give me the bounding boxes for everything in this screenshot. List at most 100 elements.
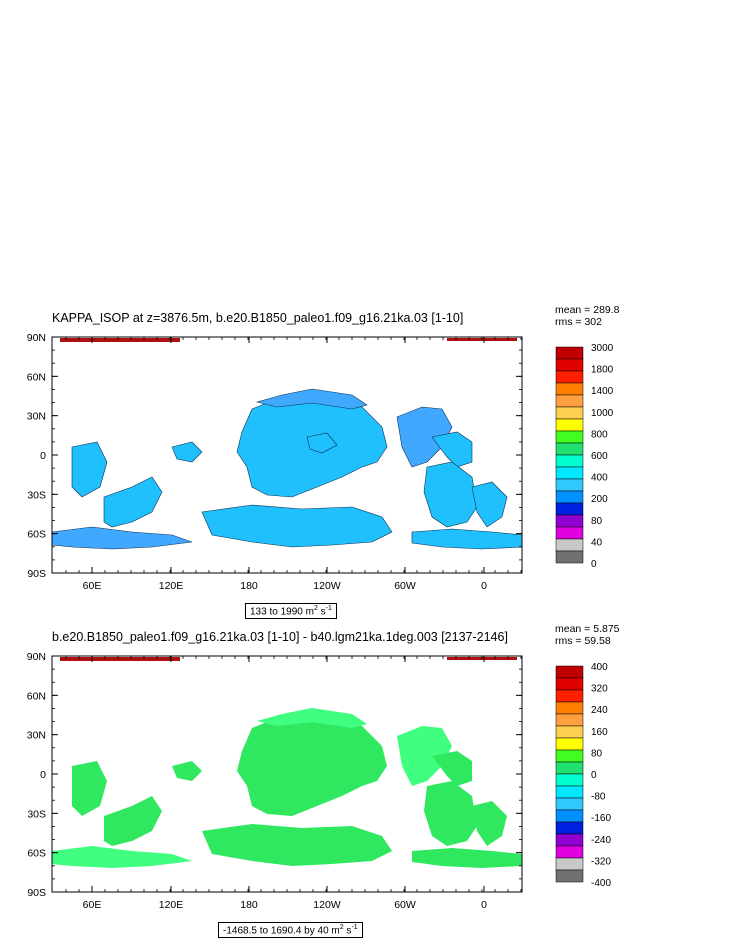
ocean-field [52,656,522,892]
field-region [423,461,478,528]
stats: mean = 5.875 rms = 59.58 [555,623,620,647]
colorbar-label: 320 [591,684,608,695]
mean-value: mean = 5.875 [555,623,620,635]
field-region [71,441,108,498]
lat-tick-label: 60N [27,690,46,702]
colorbar-label: 40 [591,537,603,548]
colorbar-label: 160 [591,727,608,738]
mean-value: mean = 289.8 [555,304,620,316]
lon-tick-label: 120W [313,899,341,911]
colorbar-cell [555,833,584,847]
colorbar-cell [555,737,584,751]
colorbar-cell [555,454,584,468]
lat-tick-label: 0 [40,769,46,781]
field-region [306,432,338,454]
lon-tick-label: 180 [240,899,258,911]
field-region [424,781,477,846]
lon-tick-label: 60W [394,580,416,592]
colorbar-cell [555,478,584,492]
lat-tick-label: 90N [27,332,46,344]
field-region [103,476,163,528]
panel-title: b.e20.B1850_paleo1.f09_g16.21ka.03 [1-10… [52,630,508,644]
colorbar-cell [555,665,584,679]
field-region [257,708,367,728]
range-exp: 2 [339,924,344,931]
colorbar-label: 800 [591,429,608,440]
lon-tick-label: 0 [481,580,487,592]
lon-tick-label: 0 [481,899,487,911]
colorbar-label: -400 [591,878,611,889]
colorbar-cell [555,713,584,727]
field-region [52,846,192,868]
lat-tick-label: 30S [27,489,46,501]
colorbar-cell [555,526,584,540]
lat-tick-label: 30N [27,411,46,423]
lon-tick-label: 60E [83,899,102,911]
colorbar-cell [555,550,584,564]
field-region [472,801,507,846]
colorbar-label: 80 [591,516,603,527]
field-region [104,796,162,846]
colorbar-cell [555,785,584,799]
stats: mean = 289.8 rms = 302 [555,304,620,328]
field-region [171,441,203,463]
colorbar-cell [555,394,584,408]
colorbar-label: 3000 [591,343,614,354]
field-region [397,726,452,786]
lat-tick-label: 30S [27,808,46,820]
colorbar-cell [555,749,584,763]
panel-title: KAPPA_ISOP at z=3876.5m, b.e20.B1850_pal… [52,311,464,325]
colorbar-label: 200 [591,494,608,505]
range-tail-exp: -1 [351,924,358,931]
colorbar-label: 0 [591,559,597,570]
colorbar-cell [555,773,584,787]
field-region [412,848,522,868]
field-region [307,752,337,772]
lat-tick-label: 90S [27,568,46,580]
colorbar-label: 240 [591,705,608,716]
colorbar-cell [555,761,584,775]
colorbar-label: 80 [591,748,603,759]
colorbar-cell [555,809,584,823]
colorbar-cell [555,701,584,715]
colorbar-cell [555,797,584,811]
colorbar-cell [555,490,584,504]
map-plot: 90N 60N 30N 0 30S 60S 90S 60E 120E 180 120W 60W 0 400… [27,651,612,911]
range-text: -1468.5 to 1690.4 by 40 m [223,925,340,937]
range-label: -1468.5 to 1690.4 by 40 m2 s-1 [218,922,363,939]
colorbar-label: 400 [591,662,608,673]
lat-tick-label: 90N [27,651,46,663]
field-region [202,824,392,866]
colorbar-cell [555,406,584,420]
colorbar-label: 400 [591,473,608,484]
range-exp: 2 [313,605,318,612]
colorbar-cell [555,857,584,871]
field-region [172,761,202,781]
colorbar-label: -160 [591,813,611,824]
colorbar-cell [555,370,584,384]
range-text: 133 to 1990 m [250,606,314,618]
colorbar-cell [555,442,584,456]
lon-tick-label: 120E [159,580,184,592]
range-label: 133 to 1990 m2 s-1 [245,603,337,620]
field-region [432,751,472,786]
colorbar-cell [555,725,584,739]
range-tail: s [343,925,352,937]
colorbar-cell [555,382,584,396]
ocean-field [51,337,523,573]
lat-tick-label: 90S [27,887,46,899]
field-region [431,431,473,468]
colorbar-label: -80 [591,792,606,803]
colorbar-cell [555,677,584,691]
colorbar-label: -240 [591,835,611,846]
colorbar-cell [555,845,584,859]
lat-tick-label: 60N [27,371,46,383]
colorbar-label: 1400 [591,386,614,397]
range-tail: s [317,606,326,618]
arctic-strip [60,657,180,661]
lon-tick-label: 60W [394,899,416,911]
field-region [201,504,393,548]
lon-tick-label: 180 [240,580,258,592]
colorbar-label: 0 [591,770,597,781]
colorbar-label: 1000 [591,408,614,419]
